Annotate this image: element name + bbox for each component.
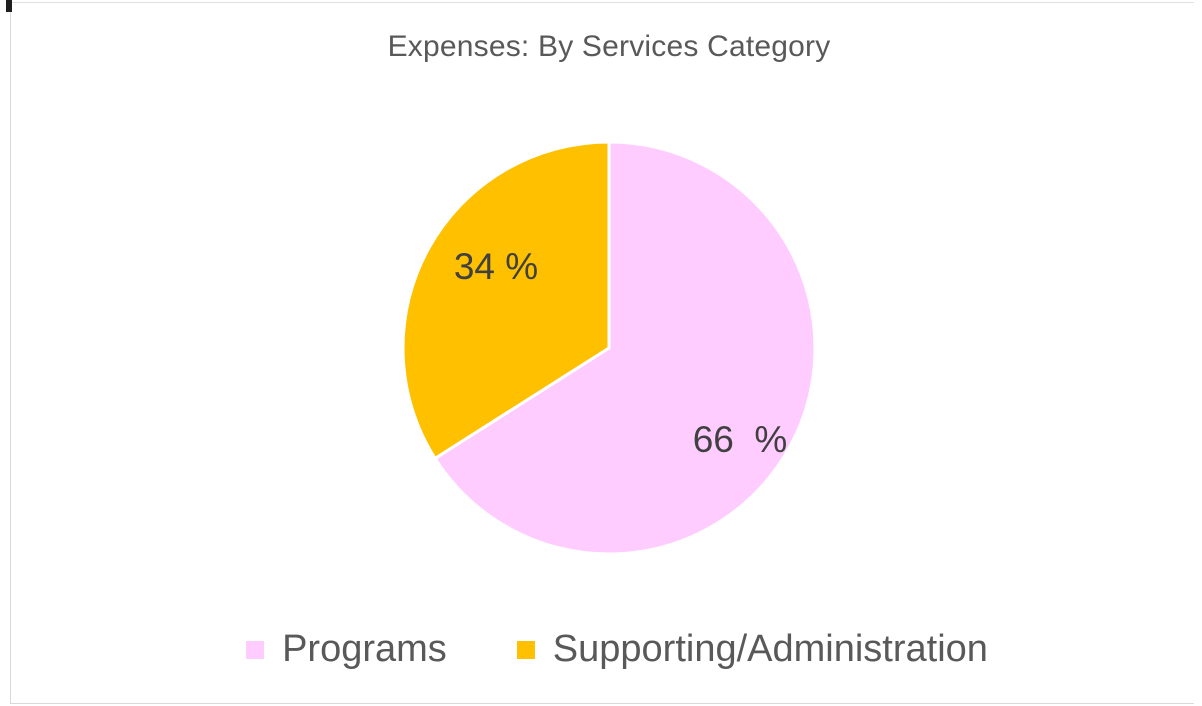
legend: Programs Supporting/Administration: [0, 628, 1202, 671]
chart-title: Expenses: By Services Category: [387, 30, 831, 63]
legend-item-programs: Programs: [246, 628, 447, 671]
legend-label-programs: Programs: [282, 628, 447, 670]
pie-slice-programs: [432, 140, 817, 556]
legend-swatch-programs: [246, 640, 265, 659]
data-label-programs: 66 %: [693, 419, 788, 460]
legend-item-supporting-administration: Supporting/Administration: [516, 628, 988, 671]
legend-swatch-supporting-administration: [516, 640, 535, 659]
legend-label-supporting-administration: Supporting/Administration: [552, 628, 988, 670]
pie-slices: [401, 140, 817, 556]
pie-data-labels: 66 % 34 %: [454, 246, 787, 460]
pie-slice-supporting-administration: [401, 140, 611, 461]
corner-mark: [6, 0, 12, 12]
data-label-supporting-administration: 34 %: [454, 246, 538, 287]
